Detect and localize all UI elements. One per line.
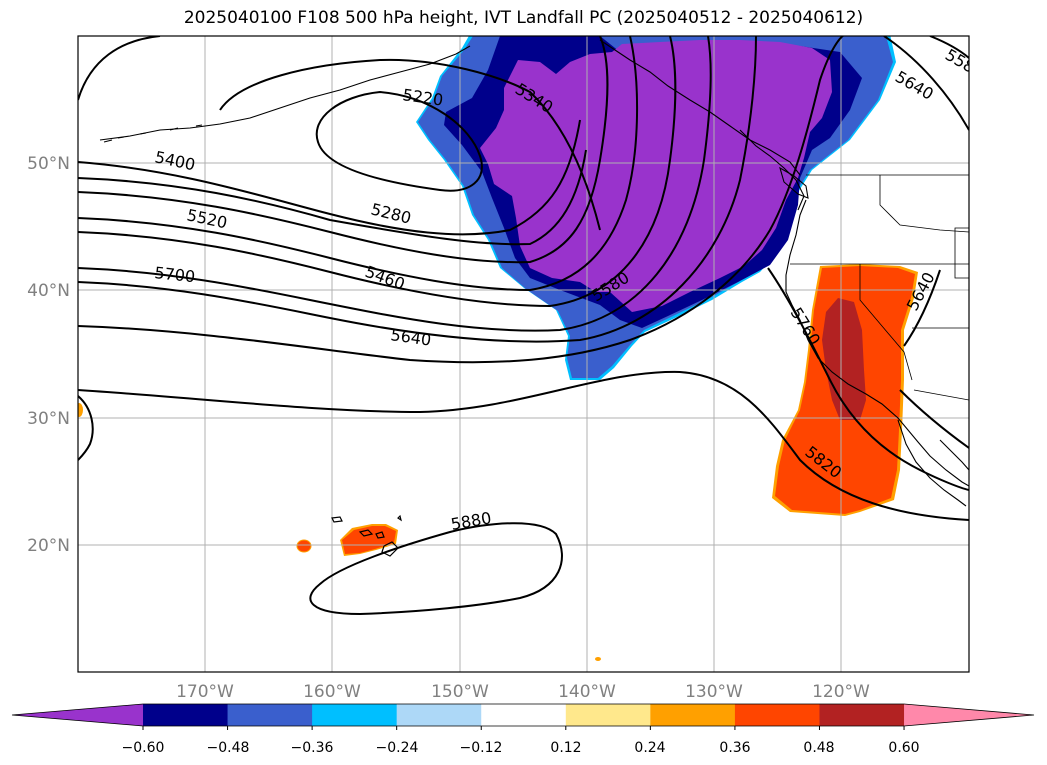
baja-california (897, 419, 967, 507)
colorbar-tick-label: −0.24 (376, 740, 419, 756)
latitude-label: 20°N (27, 536, 70, 556)
contour-5340 (219, 58, 601, 231)
hawaii-pc-small (296, 539, 312, 553)
longitude-label: 120°W (812, 682, 870, 702)
colorbar-tick-label: 0.36 (719, 740, 750, 756)
longitude-label: 130°W (685, 682, 743, 702)
contour-5580 (78, 36, 677, 308)
contour-5220-closed (315, 90, 483, 192)
contour-label: 5640 (389, 325, 432, 349)
contour-5760-east (767, 267, 969, 491)
alaska-peninsula-coast (99, 45, 471, 141)
contour-label: 5580 (942, 45, 987, 82)
colorbar-tick-label: −0.12 (460, 740, 503, 756)
longitude-label: 150°W (431, 682, 489, 702)
negative-pc-core (480, 40, 832, 312)
colorbar-swatch (650, 704, 736, 726)
mexico-coast (939, 439, 969, 471)
height-contours (78, 36, 969, 616)
borders (790, 174, 969, 401)
contour-5580-east (929, 36, 969, 59)
contour-5640-east2 (899, 269, 969, 449)
colorbar-tick-label: 0.12 (550, 740, 581, 756)
longitude-labels: 170°W 160°W 150°W 140°W 130°W 120°W (176, 682, 870, 702)
contour-5520 (78, 36, 609, 264)
contour-5460 (78, 36, 639, 292)
mexico-border (913, 389, 969, 401)
map-frame (77, 35, 970, 673)
colorbar-extend-low (12, 704, 143, 726)
longitude-label: 170°W (176, 682, 234, 702)
contour-label: 5400 (153, 147, 197, 174)
colorbar-tick-label: −0.60 (122, 740, 165, 756)
colorbar-swatch (819, 704, 905, 726)
hawaiian-islands (331, 514, 402, 557)
colorbar-tick-label: 0.24 (634, 740, 665, 756)
idaho-box (954, 227, 969, 279)
colorbar-tick-label: 0.48 (803, 740, 834, 756)
contour-5400 (78, 36, 581, 236)
west-edge-pc-speck (78, 403, 83, 417)
contour-label: 5880 (449, 508, 492, 534)
latitude-label: 50°N (27, 154, 70, 174)
contour-5880-closed (309, 522, 563, 616)
contour-5700 (78, 36, 712, 332)
colorbar-extend-high (904, 704, 1034, 726)
contour-5820 (78, 370, 969, 521)
pacific-pc-speck (595, 657, 601, 661)
contour-5640 (78, 36, 757, 343)
latitude-labels: 50°N 40°N 30°N 20°N (27, 154, 70, 556)
gridlines (78, 36, 969, 672)
contour-5760 (78, 36, 845, 364)
contour-label: 5640 (892, 67, 937, 104)
contour-5640-east (883, 36, 969, 131)
us-west-coast (785, 199, 969, 487)
longitude-label: 140°W (558, 682, 616, 702)
colorbar-swatch (143, 704, 229, 726)
colorbar-swatch (227, 704, 313, 726)
colorbar-ticks: −0.60 −0.48 −0.36 −0.24 −0.12 0.12 0.24 … (122, 740, 920, 756)
colorbar-tick-label: 0.60 (888, 740, 919, 756)
colorbar-tick-label: −0.48 (207, 740, 250, 756)
contour-label: 5460 (363, 262, 408, 294)
colorbar-swatch (396, 704, 482, 726)
positive-pc-core (822, 298, 866, 420)
longitude-label: 160°W (303, 682, 361, 702)
aleutian-islands (103, 124, 203, 143)
coastlines (99, 39, 969, 507)
colorbar-swatch (565, 704, 651, 726)
contour-5280 (78, 149, 587, 246)
colorbar-swatch (312, 704, 398, 726)
latitude-label: 30°N (27, 409, 70, 429)
colorbar-tick-label: −0.36 (291, 740, 334, 756)
nevada-border (859, 264, 913, 381)
vancouver-island (779, 166, 809, 199)
colorbar (11, 703, 1035, 730)
state-borders-west (879, 175, 969, 233)
colorbar-swatch (481, 704, 567, 726)
colorbar-swatch (734, 704, 821, 726)
latitude-label: 40°N (27, 281, 70, 301)
contour-west-edge (78, 395, 94, 461)
map-title: 2025040100 F108 500 hPa height, IVT Land… (183, 8, 864, 28)
contour-label: 5700 (154, 263, 196, 286)
